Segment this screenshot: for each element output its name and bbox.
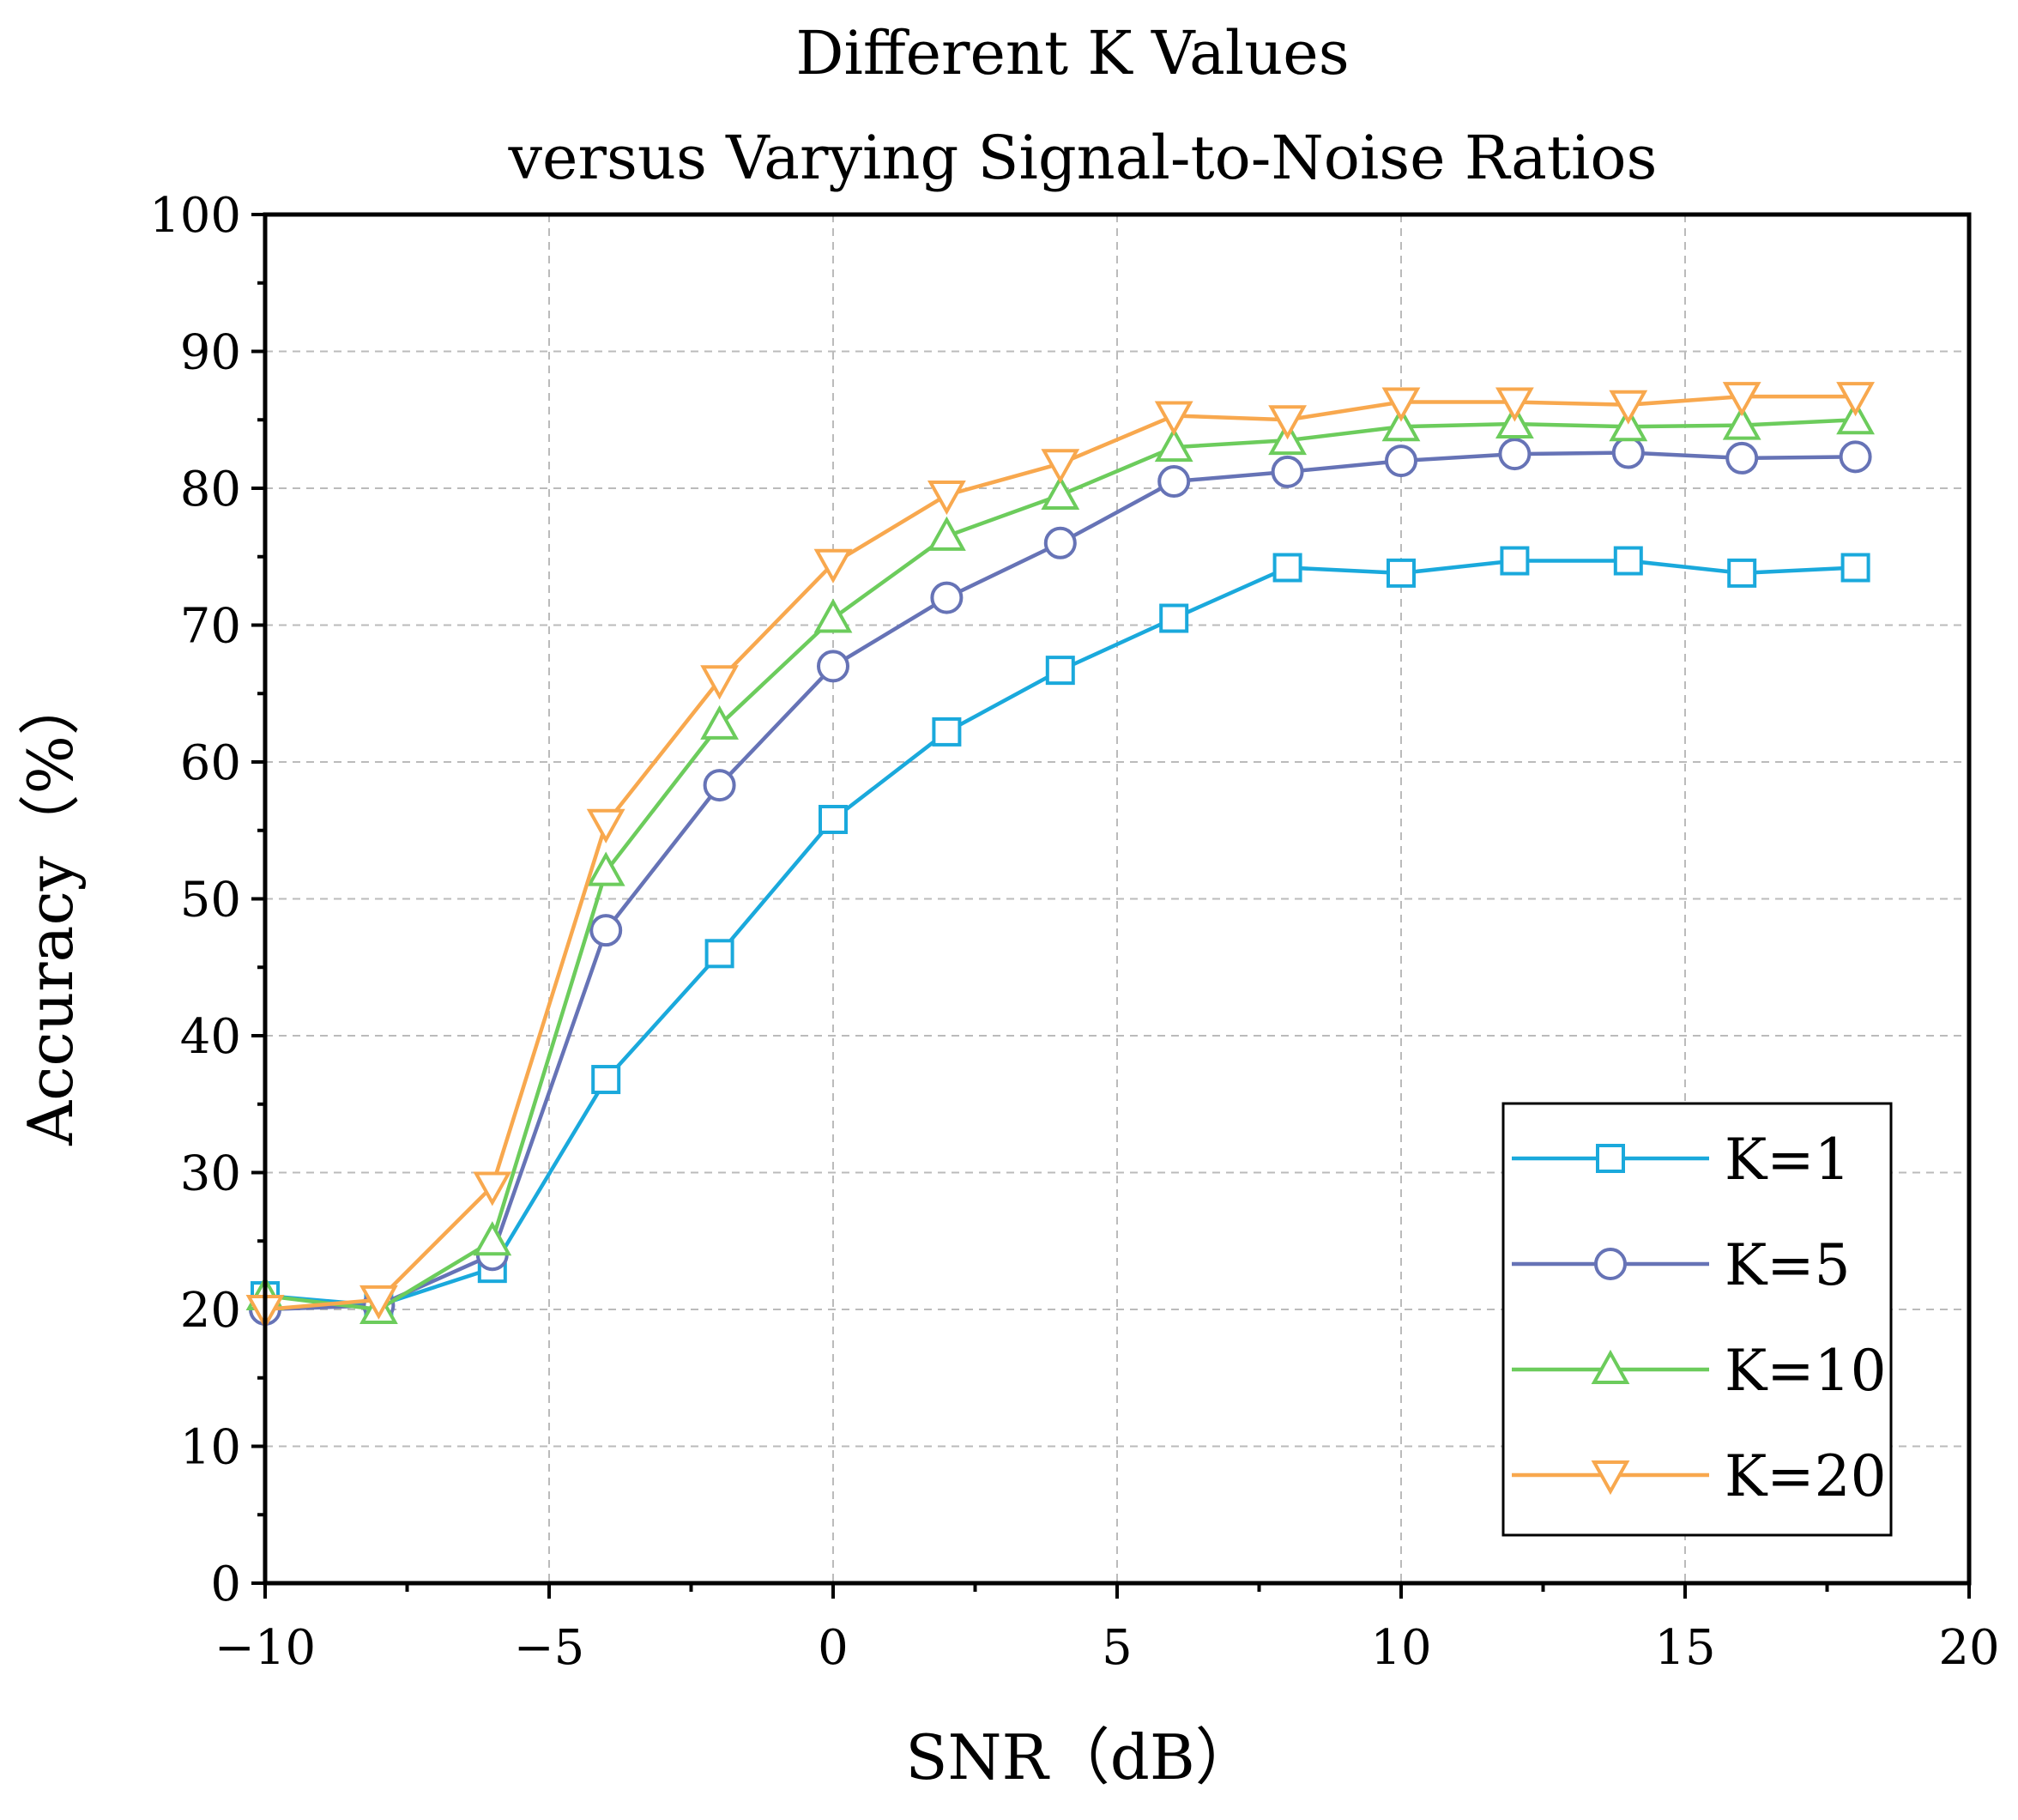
data-point (930, 581, 964, 614)
x-tick-label: 0 (818, 1620, 849, 1676)
series-k-10 (245, 400, 1876, 1324)
data-point (1725, 441, 1759, 475)
data-point (1611, 436, 1645, 469)
series-group (245, 382, 1876, 1330)
series-k-1 (251, 546, 1870, 1321)
data-point (700, 704, 740, 740)
data-point (927, 516, 966, 551)
data-point (473, 1221, 512, 1256)
data-point (591, 1065, 621, 1095)
data-point (700, 665, 740, 700)
data-point (1722, 382, 1761, 417)
data-point (1271, 455, 1304, 488)
data-point (813, 598, 853, 633)
data-point (1500, 546, 1530, 576)
data-point (586, 808, 625, 843)
y-tick-label: 50 (180, 873, 241, 928)
data-point (1613, 546, 1643, 576)
data-point (586, 851, 625, 886)
data-point (1043, 526, 1077, 559)
data-point (1041, 475, 1080, 510)
data-point (932, 717, 962, 747)
data-point (1609, 390, 1648, 425)
legend-item: K=10 (1512, 1338, 1887, 1404)
data-point (1041, 449, 1080, 484)
chart-subtitle: versus Varying Signal-to-Noise Ratios (508, 123, 1658, 193)
data-point (1609, 407, 1648, 442)
legend-box (1501, 1102, 1893, 1537)
y-tick-label: 90 (180, 325, 241, 381)
data-point (1495, 387, 1534, 422)
x-tick-label: 10 (1370, 1620, 1431, 1676)
data-point (1836, 400, 1876, 435)
x-tick-label: 20 (1938, 1620, 1999, 1676)
data-point (813, 548, 853, 583)
data-point (1385, 444, 1417, 478)
data-point (1154, 401, 1193, 436)
legend-marker (1596, 1144, 1625, 1173)
data-point (473, 1171, 512, 1206)
data-point (1840, 553, 1870, 583)
data-point (1381, 387, 1421, 422)
data-point (819, 804, 848, 834)
y-axis-label: Accuracy（%） (15, 674, 87, 1146)
y-tick-labels: 0 10 20 30 40 50 60 70 80 90 100 (149, 188, 241, 1612)
data-point (1727, 558, 1757, 588)
data-point (1495, 403, 1534, 439)
y-tick-label: 20 (180, 1283, 241, 1339)
legend: K=1 K=5 K=10 K=20 (1501, 1102, 1893, 1537)
x-tick-label: −5 (514, 1620, 585, 1676)
legend-label: K=1 (1725, 1127, 1851, 1193)
y-tick-label: 80 (180, 462, 241, 517)
data-point (927, 480, 966, 516)
legend-item: K=1 (1512, 1127, 1851, 1193)
y-tick-label: 40 (180, 1009, 241, 1065)
legend-marker (1594, 1248, 1627, 1280)
data-point (359, 1285, 398, 1320)
y-tick-label: 100 (149, 188, 241, 244)
data-point (1381, 407, 1421, 442)
legend-item: K=20 (1512, 1443, 1887, 1509)
data-point (1159, 603, 1189, 633)
chart-title: Different K Values (795, 18, 1349, 88)
legend-label: K=10 (1725, 1338, 1887, 1404)
data-point (1157, 465, 1191, 499)
data-point (1836, 382, 1876, 417)
legend-label: K=5 (1725, 1232, 1851, 1298)
x-tick-label: 5 (1102, 1620, 1133, 1676)
plot-frame (263, 212, 1972, 1586)
data-point (1387, 558, 1416, 588)
x-tick-label: −10 (214, 1620, 316, 1676)
x-tick-labels: −10 −5 0 5 10 15 20 (214, 1620, 2000, 1676)
y-tick-label: 10 (180, 1420, 241, 1476)
series-k-20 (245, 382, 1876, 1330)
x-tick-label: 15 (1654, 1620, 1715, 1676)
legend-marker (1591, 1349, 1630, 1384)
data-point (1498, 438, 1532, 471)
data-point (1722, 405, 1761, 440)
y-tick-label: 30 (180, 1146, 241, 1202)
data-point (1045, 656, 1075, 686)
x-axis-label: SNR（dB） (905, 1721, 1257, 1793)
legend-marker (1591, 1460, 1630, 1496)
data-point (1839, 440, 1872, 474)
series-k-5 (249, 436, 1872, 1326)
data-point (589, 914, 623, 947)
data-point (704, 939, 734, 969)
legend-label: K=20 (1725, 1443, 1887, 1509)
legend-item: K=5 (1512, 1232, 1851, 1298)
data-point (1268, 405, 1308, 440)
y-tick-label: 70 (180, 599, 241, 655)
data-point (1154, 427, 1193, 463)
data-point (703, 769, 736, 802)
data-point (1272, 553, 1302, 583)
data-point (817, 650, 849, 683)
y-tick-label: 0 (210, 1557, 241, 1612)
y-tick-label: 60 (180, 735, 241, 791)
